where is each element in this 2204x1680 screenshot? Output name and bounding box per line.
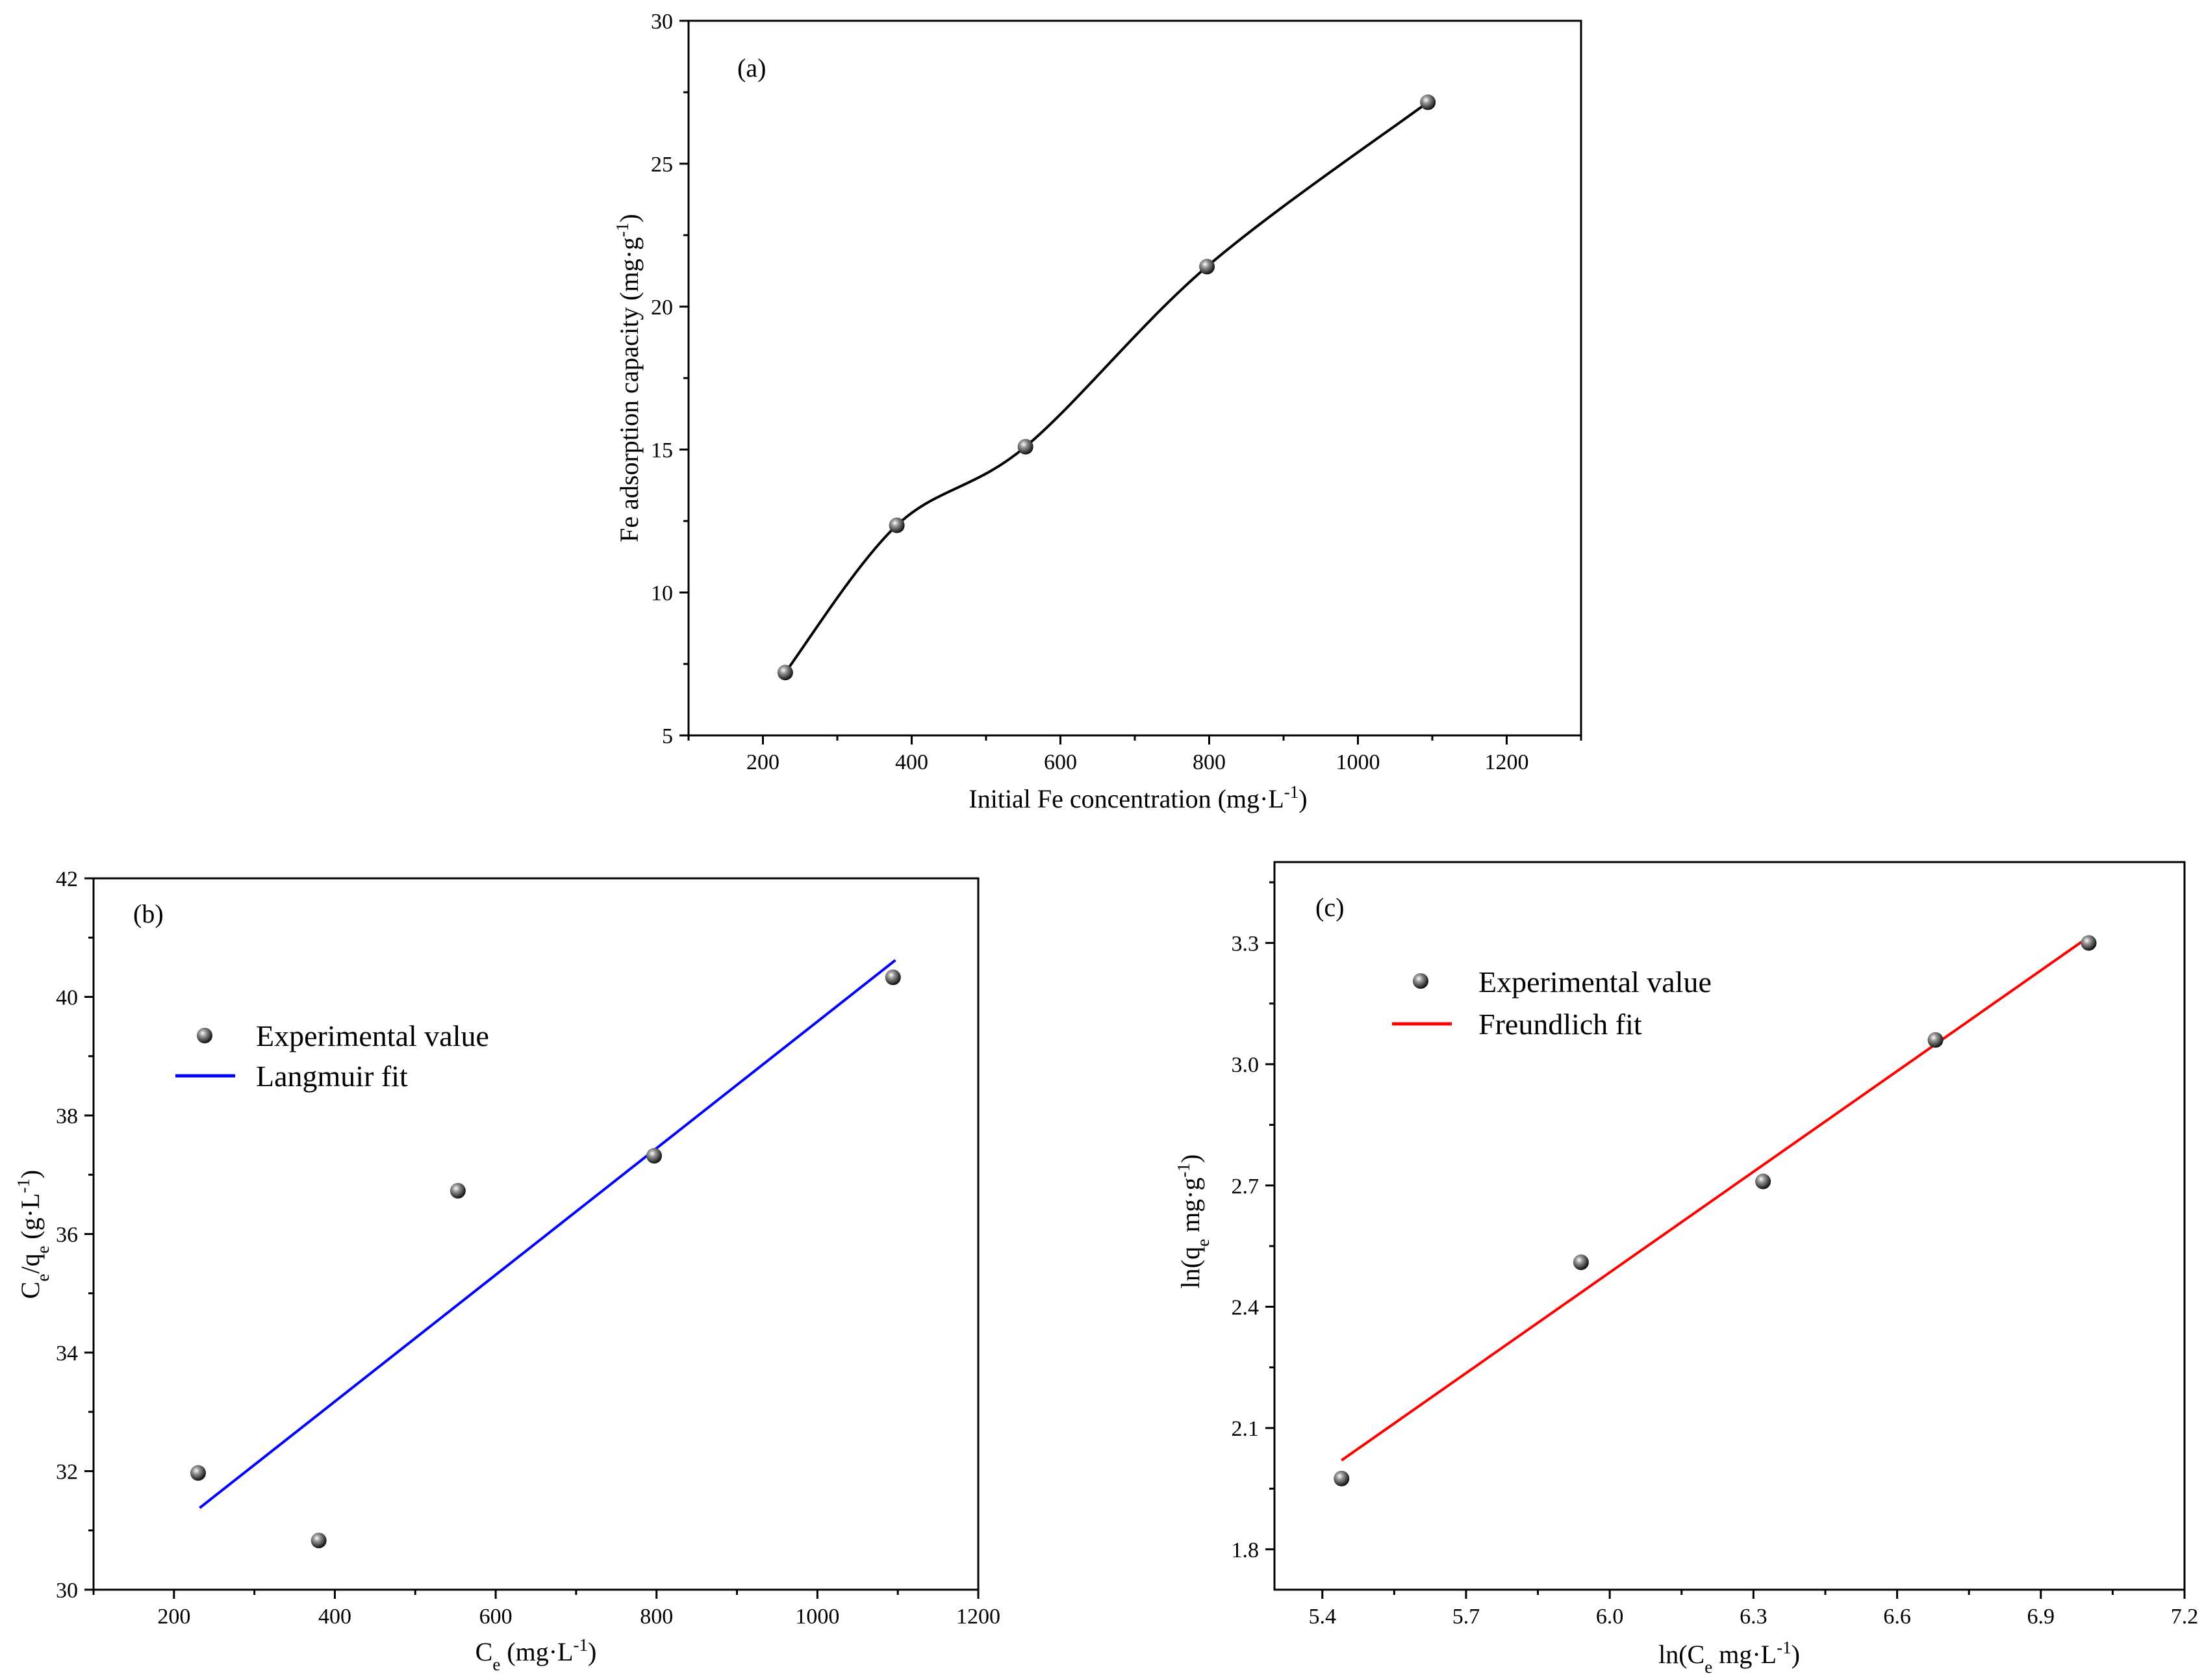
y-tick-label-a: 30	[651, 10, 673, 34]
x-tick-label-b: 400	[318, 1605, 351, 1629]
data-point-a	[1199, 259, 1215, 275]
data-points-b	[190, 969, 901, 1549]
data-point-a	[777, 665, 793, 681]
y-tick-label-b: 36	[56, 1223, 78, 1247]
langmuir-fit-line	[199, 959, 896, 1509]
legend-label-experimental-c: Experimental value	[1478, 965, 1712, 999]
y-tick-label-a: 15	[651, 439, 673, 463]
x-tick-label-c: 5.4	[1308, 1605, 1336, 1629]
data-point-b	[450, 1182, 466, 1199]
x-tick-label-a: 400	[895, 750, 928, 774]
chart-panel-b: 200 400 600 800 1000 1200 30 32 34 36 38 40 42 (b) E…	[14, 867, 1000, 1674]
y-tick-label-a: 25	[651, 153, 673, 177]
data-point-c	[2081, 935, 2097, 951]
data-point-b	[310, 1533, 327, 1549]
x-tick-label-a: 1200	[1485, 750, 1529, 774]
x-tick-label-b: 800	[640, 1605, 673, 1629]
x-tick-label-b: 1200	[956, 1605, 1000, 1629]
x-axis-title-c: ln(Ce mg·L-1)	[1658, 1638, 1800, 1677]
ticks-a: 200 400 600 800 1000 1200 5 10 15 20 25 30	[651, 10, 1582, 774]
panel-label-b: (b)	[133, 899, 164, 928]
y-tick-label-a: 5	[662, 724, 673, 748]
y-axis-title-c: ln(qe mg·g-1)	[1174, 1154, 1213, 1289]
data-point-c	[1927, 1032, 1944, 1048]
legend-label-experimental-b: Experimental value	[256, 1019, 489, 1052]
y-tick-label-b: 32	[56, 1460, 78, 1484]
y-axis-title-a: Fe adsorption capacity (mg·g-1)	[613, 214, 644, 542]
x-tick-label-b: 600	[479, 1605, 513, 1629]
y-tick-label-c: 3.3	[1232, 932, 1260, 956]
data-point-c	[1334, 1470, 1350, 1486]
x-tick-label-c: 6.6	[1883, 1605, 1911, 1629]
x-axis-title-b: Ce (mg·L-1)	[475, 1635, 597, 1674]
y-tick-label-c: 2.4	[1232, 1295, 1260, 1319]
y-tick-label-c: 2.7	[1232, 1175, 1260, 1199]
data-point-a	[889, 517, 905, 533]
data-points-a	[777, 94, 1436, 681]
data-point-b	[190, 1465, 206, 1481]
y-tick-label-c: 2.1	[1232, 1417, 1260, 1441]
x-tick-label-c: 7.2	[2171, 1605, 2199, 1629]
data-point-b	[646, 1148, 663, 1164]
legend-marker-experimental-b	[197, 1028, 212, 1043]
chart-panel-a: 200 400 600 800 1000 1200 5 10 15 20 25 30 (a) Init…	[613, 10, 1582, 813]
x-tick-label-a: 1000	[1336, 750, 1380, 774]
legend-label-freundlich: Freundlich fit	[1478, 1008, 1642, 1041]
x-tick-label-a: 200	[746, 750, 779, 774]
y-tick-label-b: 42	[56, 867, 78, 891]
plot-frame-c	[1273, 861, 2186, 1591]
x-tick-label-c: 6.9	[2027, 1605, 2055, 1629]
data-point-a	[1017, 439, 1033, 455]
x-tick-label-b: 200	[157, 1605, 190, 1629]
y-tick-label-b: 38	[56, 1104, 78, 1128]
chart-panel-c: 5.4 5.7 6.0 6.3 6.6 6.9 7.21.82.12.42.73.03.3 …	[1174, 861, 2199, 1677]
x-tick-label-b: 1000	[795, 1605, 839, 1629]
x-tick-label-a: 600	[1044, 750, 1077, 774]
data-point-c	[1573, 1254, 1589, 1270]
data-point-b	[885, 969, 901, 986]
data-points-c	[1334, 935, 2097, 1486]
x-tick-label-c: 6.3	[1740, 1605, 1767, 1629]
y-tick-label-b: 40	[56, 986, 78, 1010]
ticks-b: 200 400 600 800 1000 1200 30 32 34 36 38 40 42	[56, 867, 1000, 1629]
x-axis-title-a: Initial Fe concentration (mg·L-1)	[969, 782, 1307, 813]
panel-label-a: (a)	[737, 53, 766, 83]
y-tick-label-b: 30	[56, 1579, 78, 1603]
y-axis-title-b: Ce/qe (g·L-1)	[14, 1170, 53, 1299]
y-tick-label-c: 1.8	[1232, 1538, 1260, 1562]
y-tick-label-b: 34	[56, 1342, 78, 1366]
freundlich-fit-line	[1341, 935, 2090, 1462]
plot-frame-b	[92, 877, 980, 1591]
ticks-c: 5.4 5.7 6.0 6.3 6.6 6.9 7.2 1.8 2.1 2.4 2.7 3.0 3.3	[1232, 881, 2199, 1629]
legend-marker-experimental-c	[1413, 973, 1428, 989]
series-curve-a	[784, 101, 1429, 674]
x-tick-label-a: 800	[1193, 750, 1226, 774]
data-point-c	[1755, 1173, 1771, 1190]
y-tick-label-a: 20	[651, 296, 673, 320]
data-point-a	[1420, 94, 1436, 110]
panel-label-c: (c)	[1315, 893, 1344, 922]
legend-label-langmuir: Langmuir fit	[256, 1060, 408, 1093]
legend-b: Experimental value Langmuir fit	[175, 1019, 489, 1093]
x-tick-label-c: 6.0	[1596, 1605, 1624, 1629]
legend-c: Experimental value Freundlich fit	[1392, 965, 1712, 1041]
plot-frame-a	[687, 19, 1582, 737]
y-tick-label-a: 10	[651, 581, 673, 605]
x-tick-label-c: 5.7	[1452, 1605, 1480, 1629]
y-tick-label-c: 3.0	[1232, 1053, 1260, 1077]
